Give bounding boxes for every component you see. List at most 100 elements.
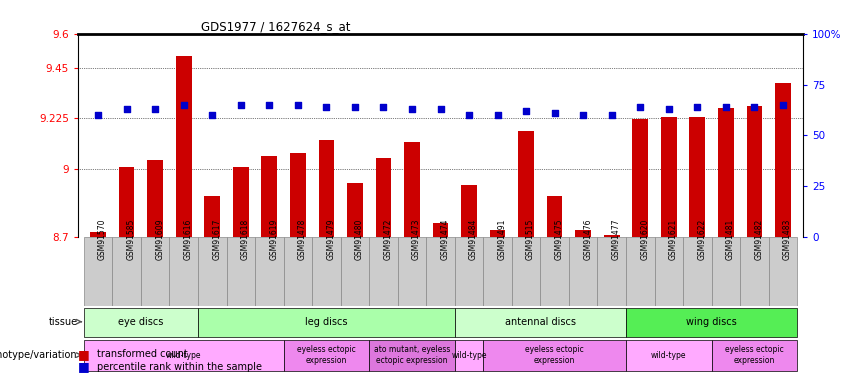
Bar <box>261 156 277 237</box>
Point <box>519 108 533 114</box>
Bar <box>176 56 192 237</box>
Point <box>91 112 105 118</box>
Bar <box>284 237 312 306</box>
Text: GSM91616: GSM91616 <box>184 218 193 259</box>
Bar <box>290 153 306 237</box>
Text: GSM91473: GSM91473 <box>412 218 421 259</box>
Text: GSM91481: GSM91481 <box>726 218 735 259</box>
Text: eyeless ectopic
expression: eyeless ectopic expression <box>725 345 784 365</box>
Bar <box>746 106 762 237</box>
Bar <box>148 160 163 237</box>
Bar <box>233 167 248 237</box>
Bar <box>169 237 198 306</box>
Point <box>348 104 362 110</box>
Text: GDS1977 / 1627624_s_at: GDS1977 / 1627624_s_at <box>201 20 351 33</box>
Text: eye discs: eye discs <box>118 317 163 327</box>
Text: wild-type: wild-type <box>166 351 201 360</box>
Bar <box>432 223 449 237</box>
Bar <box>712 340 797 371</box>
Bar <box>312 237 340 306</box>
Text: GSM91479: GSM91479 <box>326 218 335 259</box>
Bar <box>683 237 712 306</box>
Text: GSM91484: GSM91484 <box>469 218 478 259</box>
Bar <box>575 230 591 237</box>
Text: wing discs: wing discs <box>687 317 737 327</box>
Point <box>747 104 761 110</box>
Text: eyeless ectopic
expression: eyeless ectopic expression <box>297 345 356 365</box>
Bar <box>483 237 512 306</box>
Bar <box>198 237 227 306</box>
Bar <box>255 237 284 306</box>
Text: GSM91475: GSM91475 <box>555 218 563 259</box>
Point <box>405 106 419 112</box>
Bar <box>369 340 455 371</box>
Point <box>690 104 704 110</box>
Text: GSM91620: GSM91620 <box>641 218 649 259</box>
Text: percentile rank within the sample: percentile rank within the sample <box>97 362 262 372</box>
Bar <box>404 142 420 237</box>
Text: GSM91472: GSM91472 <box>384 218 392 259</box>
Bar <box>198 308 455 337</box>
Point <box>433 106 448 112</box>
Text: GSM91617: GSM91617 <box>213 218 221 259</box>
Text: ■: ■ <box>78 348 90 361</box>
Point <box>120 106 134 112</box>
Text: ■: ■ <box>78 360 90 373</box>
Bar <box>284 340 369 371</box>
Bar <box>426 237 455 306</box>
Point <box>548 110 562 116</box>
Text: wild-type: wild-type <box>651 351 687 360</box>
Bar <box>769 237 797 306</box>
Bar <box>689 117 705 237</box>
Point <box>719 104 733 110</box>
Text: GSM91609: GSM91609 <box>155 218 164 259</box>
Bar <box>597 237 626 306</box>
Point <box>319 104 333 110</box>
Text: GSM91570: GSM91570 <box>98 218 107 259</box>
Text: GSM91618: GSM91618 <box>240 218 250 259</box>
Bar <box>398 237 426 306</box>
Bar <box>518 131 534 237</box>
Text: GSM91480: GSM91480 <box>355 218 364 259</box>
Text: genotype/variation: genotype/variation <box>0 350 77 360</box>
Point <box>576 112 590 118</box>
Bar <box>119 167 135 237</box>
Bar <box>512 237 541 306</box>
Text: transformed count: transformed count <box>97 350 188 359</box>
Bar <box>654 237 683 306</box>
Bar <box>369 237 398 306</box>
Bar <box>461 185 477 237</box>
Bar <box>455 340 483 371</box>
Point <box>634 104 648 110</box>
Text: GSM91477: GSM91477 <box>612 218 621 259</box>
Bar <box>455 237 483 306</box>
Point <box>262 102 276 108</box>
Bar <box>90 232 106 237</box>
Bar <box>84 237 112 306</box>
Point <box>490 112 504 118</box>
Bar <box>718 108 733 237</box>
Text: GSM91478: GSM91478 <box>298 218 306 259</box>
Text: ato mutant, eyeless
ectopic expression: ato mutant, eyeless ectopic expression <box>374 345 450 365</box>
Point <box>148 106 162 112</box>
Text: antennal discs: antennal discs <box>505 317 575 327</box>
Point <box>291 102 305 108</box>
Text: eyeless ectopic
expression: eyeless ectopic expression <box>525 345 584 365</box>
Bar <box>547 196 562 237</box>
Text: GSM91621: GSM91621 <box>668 218 678 259</box>
Bar <box>633 120 648 237</box>
Bar <box>376 158 391 237</box>
Bar <box>227 237 255 306</box>
Bar <box>740 237 769 306</box>
Bar <box>490 230 505 237</box>
Bar <box>626 340 712 371</box>
Point <box>605 112 619 118</box>
Bar <box>775 83 791 237</box>
Text: GSM91482: GSM91482 <box>754 218 763 259</box>
Bar <box>626 308 797 337</box>
Point <box>206 112 220 118</box>
Text: wild-type: wild-type <box>451 351 487 360</box>
Point <box>462 112 476 118</box>
Bar <box>455 308 626 337</box>
Bar <box>661 117 677 237</box>
